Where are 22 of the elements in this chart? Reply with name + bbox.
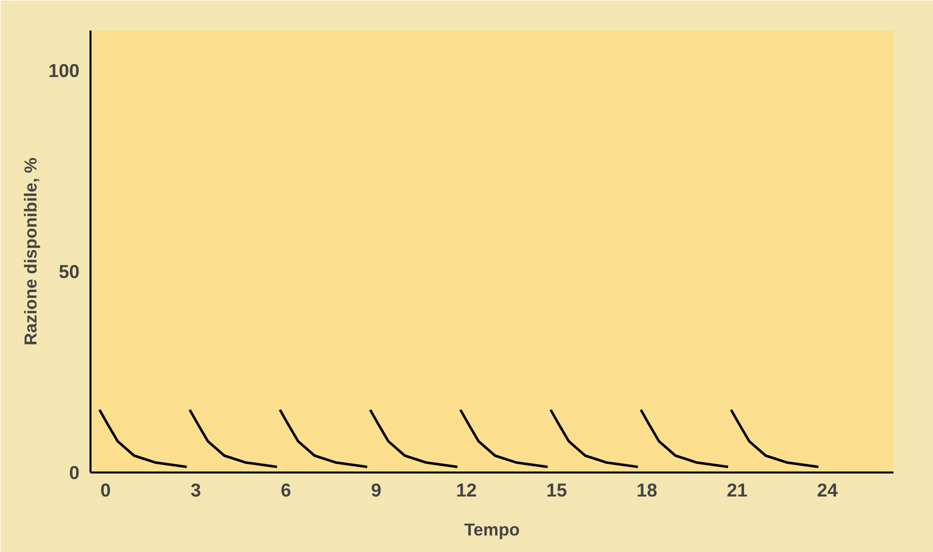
y-tick-label: 0	[69, 462, 80, 483]
line-series	[730, 408, 820, 468]
line-series	[188, 408, 278, 468]
x-tick-label: 21	[726, 480, 748, 500]
line-series	[459, 408, 549, 468]
x-tick-label: 0	[100, 480, 111, 500]
x-tick-label: 12	[456, 480, 477, 500]
x-axis-title: Tempo	[464, 520, 520, 540]
x-tick-label: 18	[636, 480, 658, 500]
x-tick-label: 15	[546, 480, 568, 500]
y-tick-label: 100	[48, 60, 80, 82]
y-axis-title: Razione disponibile, %	[20, 158, 40, 346]
x-tick-label: 3	[190, 480, 201, 500]
x-tick-label: 9	[371, 480, 382, 500]
line-series	[549, 408, 640, 468]
line-series	[640, 408, 730, 468]
line-series	[368, 408, 459, 468]
y-tick-label: 50	[58, 261, 80, 282]
x-tick-label: 24	[816, 480, 838, 500]
line-series	[98, 408, 188, 468]
line-series	[278, 408, 368, 468]
x-tick-label: 6	[280, 480, 292, 500]
